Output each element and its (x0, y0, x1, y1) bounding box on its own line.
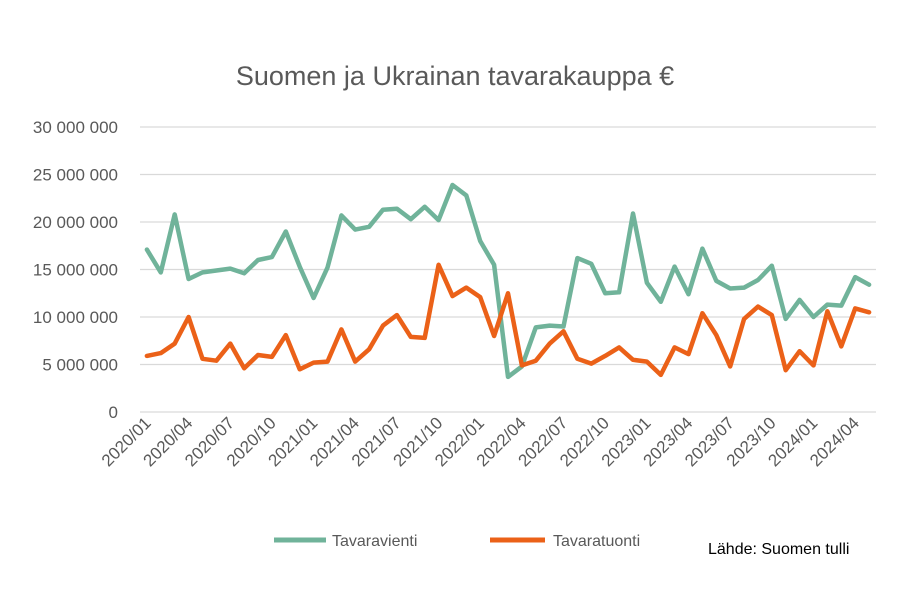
y-tick-label: 0 (109, 403, 118, 422)
source-note: Lähde: Suomen tulli (708, 541, 849, 558)
legend-label-tavaratuonti: Tavaratuonti (553, 533, 640, 550)
y-tick-label: 15 000 000 (33, 261, 118, 280)
y-tick-label: 5 000 000 (42, 356, 118, 375)
y-tick-label: 25 000 000 (33, 166, 118, 185)
series-line-tavaravienti (144, 182, 872, 380)
legend-label-tavaravienti: Tavaravienti (332, 533, 417, 550)
series-line-tavaratuonti (144, 262, 872, 378)
legend: Tavaravienti Tavaratuonti (274, 533, 640, 550)
y-tick-label: 20 000 000 (33, 213, 118, 232)
chart-title: Suomen ja Ukrainan tavarakauppa € (236, 61, 674, 91)
y-tick-label: 10 000 000 (33, 308, 118, 327)
y-tick-label: 30 000 000 (33, 118, 118, 137)
